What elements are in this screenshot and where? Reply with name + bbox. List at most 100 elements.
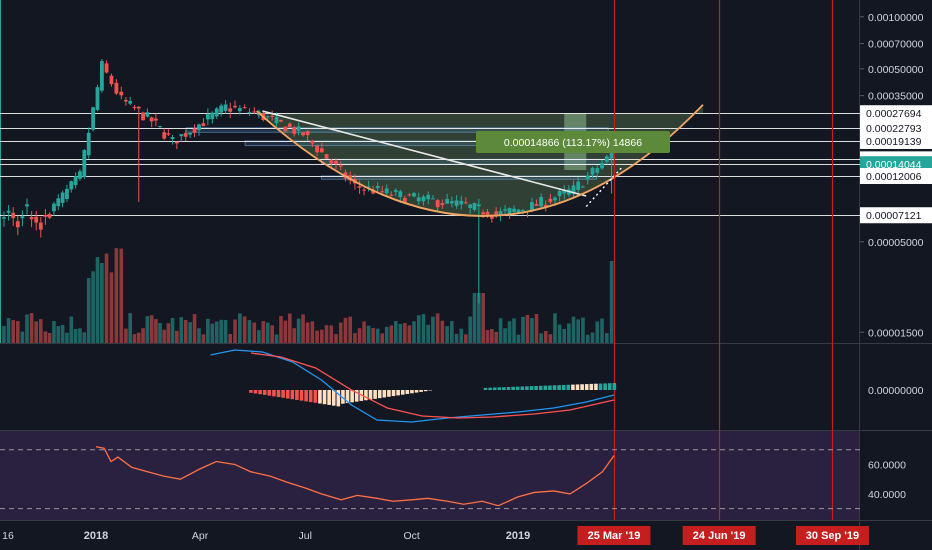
volume-bar bbox=[170, 317, 175, 343]
projection-dotted-line[interactable] bbox=[585, 166, 623, 207]
time-axis[interactable]: 16 2018 Apr Jul Oct 2019 25 Mar '19 24 Jun '19 3… bbox=[2, 526, 869, 545]
candle-body bbox=[60, 192, 65, 203]
price-level-tag[interactable] bbox=[860, 207, 932, 224]
candle-body bbox=[274, 116, 279, 124]
candle-body bbox=[197, 124, 201, 131]
date-marker-flag-text: 24 Jun '19 bbox=[693, 530, 746, 542]
candle-body bbox=[445, 199, 450, 204]
macd-histogram-bar bbox=[336, 390, 341, 407]
macd-histogram-bar bbox=[350, 390, 354, 403]
macd-histogram-bar bbox=[276, 390, 281, 398]
date-marker-flag[interactable] bbox=[795, 526, 869, 545]
macd-histogram-bar bbox=[502, 387, 506, 390]
candle-body bbox=[435, 200, 440, 208]
candle-body bbox=[132, 106, 137, 108]
volume-bar bbox=[494, 331, 498, 343]
macd-histogram-bar bbox=[548, 385, 552, 390]
rsi-tick-label: 40.0000 bbox=[868, 489, 906, 501]
volume-bar bbox=[238, 313, 242, 343]
macd-histogram-bar bbox=[423, 390, 428, 392]
volume-bar bbox=[343, 317, 348, 343]
volume-bar bbox=[553, 313, 557, 343]
candle-body bbox=[324, 154, 329, 159]
candle-body bbox=[548, 198, 553, 203]
volume-bar bbox=[82, 332, 87, 343]
level-band bbox=[320, 158, 615, 165]
candle-body bbox=[449, 201, 454, 204]
volume-bar bbox=[362, 321, 366, 343]
volume-bar bbox=[481, 293, 485, 343]
candle-body bbox=[366, 186, 371, 188]
volume-bar bbox=[440, 320, 445, 343]
volume-bar bbox=[175, 330, 179, 343]
volume-bar bbox=[490, 329, 494, 343]
macd-tick-label: 0.00000000 bbox=[868, 385, 924, 397]
candle-body bbox=[512, 208, 516, 212]
candle-body bbox=[426, 194, 431, 200]
candle-body bbox=[494, 211, 499, 215]
descending-trendline[interactable] bbox=[262, 110, 587, 197]
price-level-tag[interactable] bbox=[860, 168, 932, 185]
volume-bar bbox=[166, 323, 171, 343]
date-marker-flag[interactable] bbox=[682, 526, 756, 545]
volume-bar bbox=[571, 316, 576, 343]
macd-histogram-bar bbox=[285, 390, 290, 399]
price-level-tag[interactable] bbox=[860, 105, 932, 122]
candle-body bbox=[247, 112, 252, 114]
candle-body bbox=[43, 214, 48, 217]
drawings[interactable]: 0.00014866 (113.17%) 14866 bbox=[256, 0, 834, 520]
price-tick-label: 0.00070000 bbox=[868, 39, 924, 51]
candle-body bbox=[539, 197, 544, 207]
candle-body bbox=[334, 160, 338, 164]
macd-histogram-bar bbox=[589, 383, 594, 390]
candle-body bbox=[219, 105, 224, 113]
volume-bar bbox=[279, 316, 283, 343]
candle-body bbox=[357, 186, 362, 188]
candle-body bbox=[581, 186, 585, 188]
volume-bar bbox=[52, 321, 56, 343]
macd-histogram-bar bbox=[571, 384, 575, 390]
candle-body bbox=[348, 175, 353, 181]
volume-bar bbox=[450, 321, 454, 343]
rounding-bottom-curve[interactable] bbox=[256, 104, 704, 217]
volume-bar bbox=[56, 326, 61, 343]
price-level-tag[interactable] bbox=[860, 132, 932, 149]
candle-body bbox=[283, 126, 288, 132]
macd-signal-line bbox=[250, 352, 615, 419]
candle-body bbox=[166, 133, 171, 135]
price-level-tag-text: 0.00027694 bbox=[866, 108, 922, 120]
candle-body bbox=[498, 211, 503, 216]
candle-body bbox=[11, 212, 16, 219]
volume-bar bbox=[435, 313, 440, 343]
macd-histogram-bar bbox=[318, 390, 322, 404]
candle-body bbox=[99, 61, 104, 91]
candle-body bbox=[329, 160, 334, 164]
rsi-pane bbox=[0, 446, 860, 510]
volume-bar bbox=[162, 329, 167, 343]
volume-bar bbox=[219, 319, 223, 343]
volume-bar bbox=[69, 316, 74, 343]
macd-histogram-bar bbox=[552, 385, 557, 390]
candle-body bbox=[557, 191, 562, 197]
date-marker-flag[interactable] bbox=[577, 526, 651, 545]
candle-body bbox=[149, 117, 154, 122]
volume-bar bbox=[357, 328, 362, 343]
macd-histogram-bar bbox=[488, 387, 492, 390]
volume-bar bbox=[521, 316, 525, 343]
volume-bar bbox=[534, 314, 539, 343]
price-axis[interactable]: 0.00100000 0.00070000 0.00050000 0.00035000… bbox=[860, 12, 932, 501]
volume-bar bbox=[426, 324, 430, 343]
candle-body bbox=[292, 127, 297, 134]
volume-bar bbox=[265, 322, 270, 343]
time-tick-label: 2018 bbox=[84, 530, 108, 542]
macd-histogram-bar bbox=[313, 390, 318, 403]
price-level-tag[interactable] bbox=[860, 119, 932, 136]
measure-label-text: 0.00014866 (113.17%) 14866 bbox=[504, 137, 642, 149]
macd-histogram-bar bbox=[534, 385, 538, 390]
macd-histogram-bar bbox=[304, 390, 308, 402]
candle-body bbox=[270, 115, 275, 117]
time-tick-label: 16 bbox=[2, 530, 14, 542]
candle-body bbox=[15, 221, 20, 228]
candle-body bbox=[136, 106, 141, 109]
